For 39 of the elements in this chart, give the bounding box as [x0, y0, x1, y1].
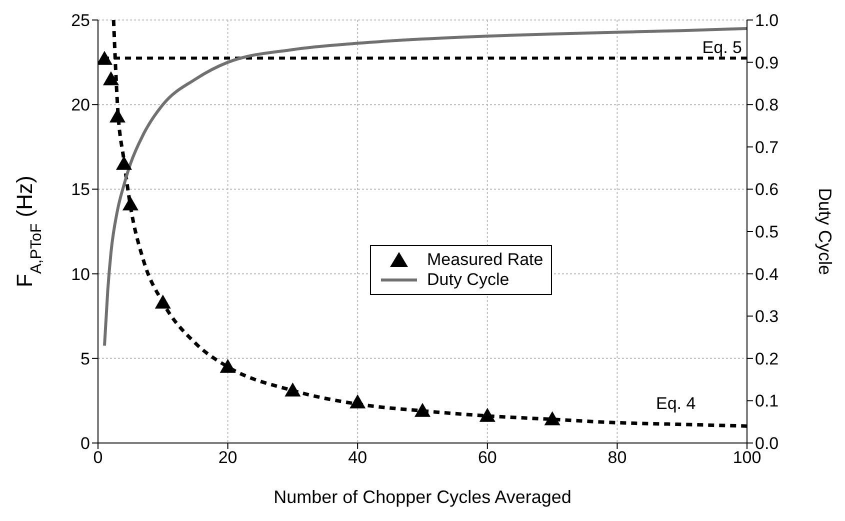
x-tick-label: 100 [732, 448, 762, 468]
y2-tick-label: 0.7 [755, 138, 779, 157]
legend-label: Measured Rate [427, 250, 544, 270]
point [414, 402, 430, 417]
x-axis-title: Number of Chopper Cycles Averaged [274, 487, 572, 507]
y-tick-label: 10 [71, 264, 90, 284]
y2-tick-label: 1.0 [755, 11, 779, 30]
x-tick-label: 0 [93, 448, 103, 468]
point [544, 411, 560, 426]
y2-tick-label: 0.6 [755, 180, 779, 200]
line-series [102, 26, 747, 348]
y2-tick-label: 0.8 [755, 96, 779, 115]
y-tick-label: 25 [71, 11, 90, 30]
y2-tick-label: 0.3 [755, 307, 779, 326]
point [154, 294, 171, 309]
y2-tick-label: 0.9 [755, 53, 779, 72]
y2-tick-label: 0.1 [755, 392, 779, 411]
y-tick-label: 20 [71, 96, 90, 115]
x-tick-label: 80 [608, 448, 627, 468]
point [102, 71, 119, 86]
y2-axis-title: Duty Cycle [815, 188, 835, 276]
ref-line-label: Eq. 5 [702, 38, 742, 58]
y-tick-label: 5 [80, 349, 90, 368]
y2-tick-label: 0.4 [755, 264, 779, 284]
y2-tick-label: 0.2 [755, 349, 779, 368]
point [284, 382, 301, 397]
point [220, 358, 236, 373]
y-tick-label: 0 [80, 434, 90, 454]
annotation: Eq. 4 [656, 394, 696, 414]
x-tick-label: 60 [478, 448, 497, 468]
legend-label: Duty Cycle [427, 270, 510, 290]
y-tick-label: 15 [71, 180, 90, 200]
y2-tick-label: 0.5 [755, 222, 779, 242]
point [116, 156, 132, 170]
x-tick-label: 40 [348, 448, 368, 468]
point [350, 394, 366, 408]
point [122, 196, 138, 210]
point [479, 408, 496, 422]
x-tick-label: 20 [218, 448, 238, 468]
